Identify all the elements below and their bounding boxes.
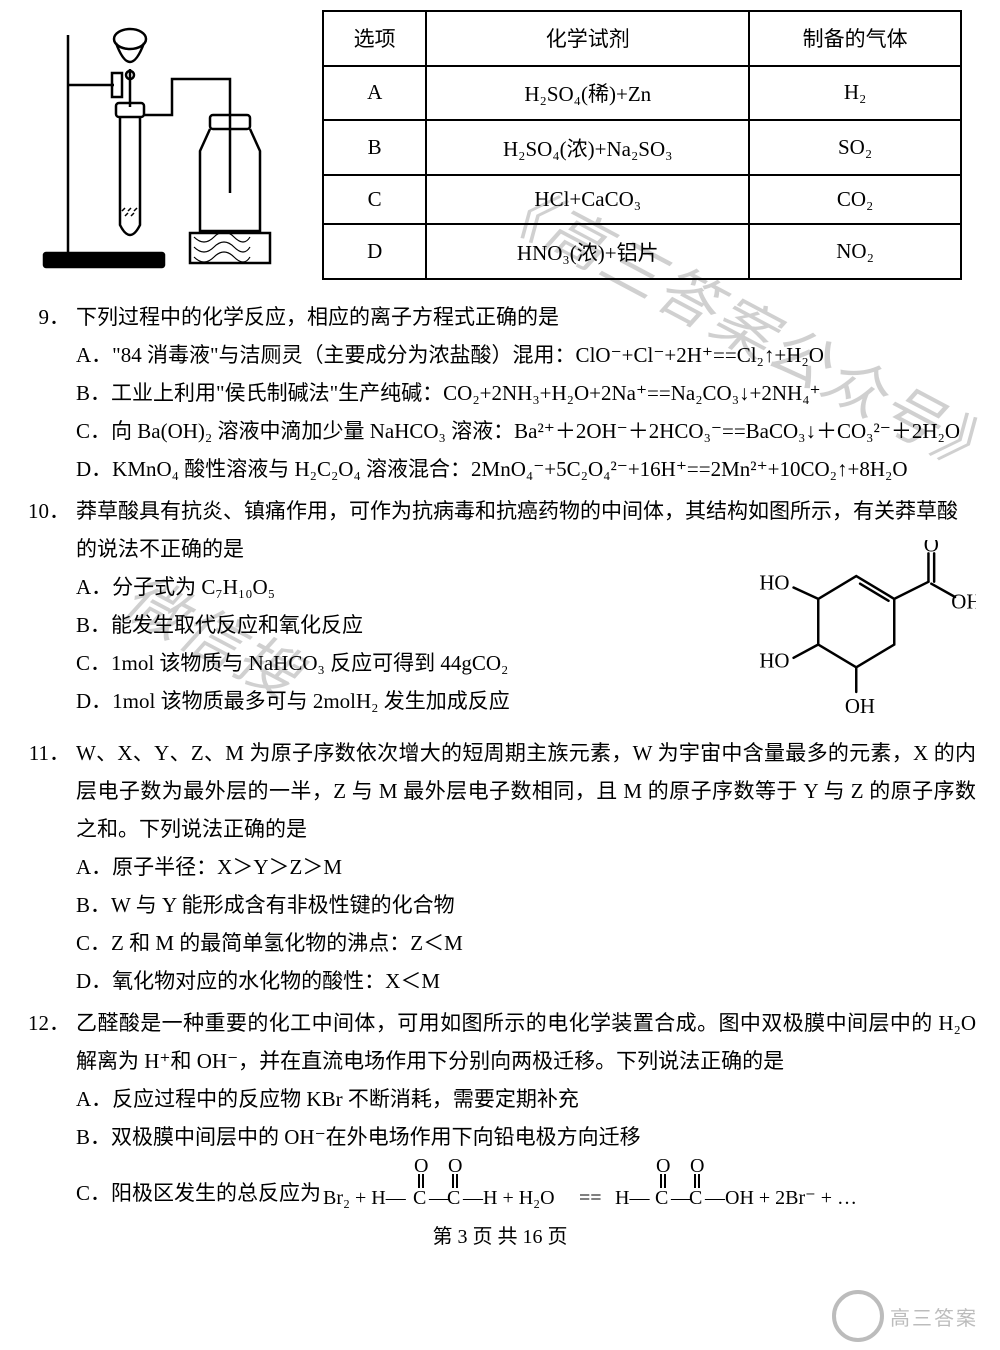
opt-d: D．1mol 该物质最多可与 2molH₂ 发生加成反应	[76, 682, 730, 720]
cell-opt: C	[323, 175, 426, 224]
table-row: C HCl+CaCO₃ CO₂	[323, 175, 961, 224]
opt-d: D．KMnO₄ 酸性溶液与 H₂C₂O₄ 溶液混合：2MnO₄⁻+5C₂O₄²⁻…	[76, 450, 976, 488]
page-footer: 第 3 页 共 16 页	[24, 1220, 976, 1249]
cell-gas: NO₂	[749, 224, 961, 279]
cell-gas: H₂	[749, 66, 961, 121]
cell-opt: D	[323, 224, 426, 279]
q-stem-line1: 莽草酸具有抗炎、镇痛作用，可作为抗病毒和抗癌药物的中间体，其结构如图所示，有关莽…	[76, 492, 976, 530]
opt-b: B．W 与 Y 能形成含有非极性键的化合物	[76, 886, 976, 924]
apparatus-figure	[24, 10, 304, 280]
svg-text:O: O	[690, 1156, 704, 1177]
opt-a: A．分子式为 C₇H₁₀O₅	[76, 568, 730, 606]
svg-text:O: O	[448, 1156, 462, 1177]
watermark-text: 高三答案	[890, 1302, 978, 1331]
svg-text:H—: H—	[615, 1187, 650, 1209]
opt-c: C．1mol 该物质与 NaHCO₃ 反应可得到 44gCO₂	[76, 644, 730, 682]
page: 《高三答案公众号》 微信搜	[0, 0, 1000, 1350]
opt-c: C．向 Ba(OH)₂ 溶液中滴加少量 NaHCO₃ 溶液：Ba²⁺＋2OH⁻＋…	[76, 412, 976, 450]
label-ho: HO	[759, 648, 789, 672]
q-stem: 乙醛酸是一种重要的化工中间体，可用如图所示的电化学装置合成。图中双极膜中间层中的…	[76, 1004, 976, 1080]
watermark-icon	[832, 1290, 884, 1342]
svg-text:—H + H₂O: —H + H₂O	[462, 1187, 555, 1209]
opt-d: D．氧化物对应的水化物的酸性：X＜M	[76, 962, 976, 1000]
opt-a: A．反应过程中的反应物 KBr 不断消耗，需要定期补充	[76, 1080, 976, 1118]
question-9: 9． 下列过程中的化学反应，相应的离子方程式正确的是 A．"84 消毒液"与洁厕…	[24, 298, 976, 488]
svg-text:C: C	[447, 1187, 460, 1209]
label-oh: OH	[951, 589, 976, 613]
q-stem: 下列过程中的化学反应，相应的离子方程式正确的是	[76, 298, 976, 336]
top-row: 选项 化学试剂 制备的气体 A H₂SO₄(稀)+Zn H₂ B H₂SO₄(浓…	[24, 10, 976, 280]
cell-opt: A	[323, 66, 426, 121]
label-o: O	[924, 540, 939, 556]
question-11: 11． W、X、Y、Z、M 为原子序数依次增大的短周期主族元素，W 为宇宙中含量…	[24, 734, 976, 1000]
q-body: 下列过程中的化学反应，相应的离子方程式正确的是 A．"84 消毒液"与洁厕灵（主…	[76, 298, 976, 488]
q-stem-line2: 的说法不正确的是	[76, 530, 730, 568]
q-body: 乙醛酸是一种重要的化工中间体，可用如图所示的电化学装置合成。图中双极膜中间层中的…	[76, 1004, 976, 1212]
cell-opt: B	[323, 120, 426, 175]
opt-a: A．原子半径：X＞Y＞Z＞M	[76, 848, 976, 886]
reaction-formula: Br₂ + H— C O — C O —H + H₂O == H— C O	[321, 1156, 941, 1212]
cell-gas: SO₂	[749, 120, 961, 175]
q-number: 11．	[24, 734, 76, 1000]
cell-reagent: HCl+CaCO₃	[426, 175, 749, 224]
corner-watermark: 高三答案	[832, 1290, 978, 1342]
cell-reagent: H₂SO₄(稀)+Zn	[426, 66, 749, 121]
svg-text:C: C	[413, 1187, 426, 1209]
q-number: 12．	[24, 1004, 76, 1212]
q-number: 10．	[24, 492, 76, 730]
svg-text:O: O	[414, 1156, 428, 1177]
svg-text:==: ==	[579, 1187, 602, 1209]
table-row: A H₂SO₄(稀)+Zn H₂	[323, 66, 961, 121]
q-number: 9．	[24, 298, 76, 488]
molecule-figure: O OH HO HO OH	[746, 540, 976, 730]
svg-text:Br₂ + H—: Br₂ + H—	[323, 1187, 407, 1209]
q-stem: W、X、Y、Z、M 为原子序数依次增大的短周期主族元素，W 为宇宙中含量最多的元…	[76, 734, 976, 848]
question-10: 10． 莽草酸具有抗炎、镇痛作用，可作为抗病毒和抗癌药物的中间体，其结构如图所示…	[24, 492, 976, 730]
opt-b: B．双极膜中间层中的 OH⁻在外电场作用下向铅电极方向迁移	[76, 1118, 976, 1156]
svg-text:O: O	[656, 1156, 670, 1177]
opt-c: C．Z 和 M 的最简单氢化物的沸点：Z＜M	[76, 924, 976, 962]
label-ho: HO	[759, 570, 789, 594]
col-gas: 制备的气体	[749, 11, 961, 66]
table-row: B H₂SO₄(浓)+Na₂SO₃ SO₂	[323, 120, 961, 175]
col-reagent: 化学试剂	[426, 11, 749, 66]
cell-reagent: H₂SO₄(浓)+Na₂SO₃	[426, 120, 749, 175]
q-body: 莽草酸具有抗炎、镇痛作用，可作为抗病毒和抗癌药物的中间体，其结构如图所示，有关莽…	[76, 492, 976, 730]
cell-reagent: HNO₃(浓)+铝片	[426, 224, 749, 279]
svg-text:C: C	[655, 1187, 668, 1209]
label-oh: OH	[845, 694, 875, 718]
question-12: 12． 乙醛酸是一种重要的化工中间体，可用如图所示的电化学装置合成。图中双极膜中…	[24, 1004, 976, 1212]
q-body: W、X、Y、Z、M 为原子序数依次增大的短周期主族元素，W 为宇宙中含量最多的元…	[76, 734, 976, 1000]
opt-a: A．"84 消毒液"与洁厕灵（主要成分为浓盐酸）混用：ClO⁻+Cl⁻+2H⁺=…	[76, 336, 976, 374]
svg-text:—OH + 2Br⁻ + …: —OH + 2Br⁻ + …	[704, 1187, 857, 1209]
reagent-table: 选项 化学试剂 制备的气体 A H₂SO₄(稀)+Zn H₂ B H₂SO₄(浓…	[322, 10, 962, 280]
opt-b: B．能发生取代反应和氧化反应	[76, 606, 730, 644]
col-option: 选项	[323, 11, 426, 66]
table-row: D HNO₃(浓)+铝片 NO₂	[323, 224, 961, 279]
cell-gas: CO₂	[749, 175, 961, 224]
opt-b: B．工业上利用"侯氏制碱法"生产纯碱：CO₂+2NH₃+H₂O+2Na⁺==Na…	[76, 374, 976, 412]
svg-text:C: C	[689, 1187, 702, 1209]
opt-c: C．阳极区发生的总反应为 Br₂ + H— C O — C O —H + H₂O…	[76, 1156, 976, 1212]
opt-c-lead: C．阳极区发生的总反应为	[76, 1174, 321, 1212]
